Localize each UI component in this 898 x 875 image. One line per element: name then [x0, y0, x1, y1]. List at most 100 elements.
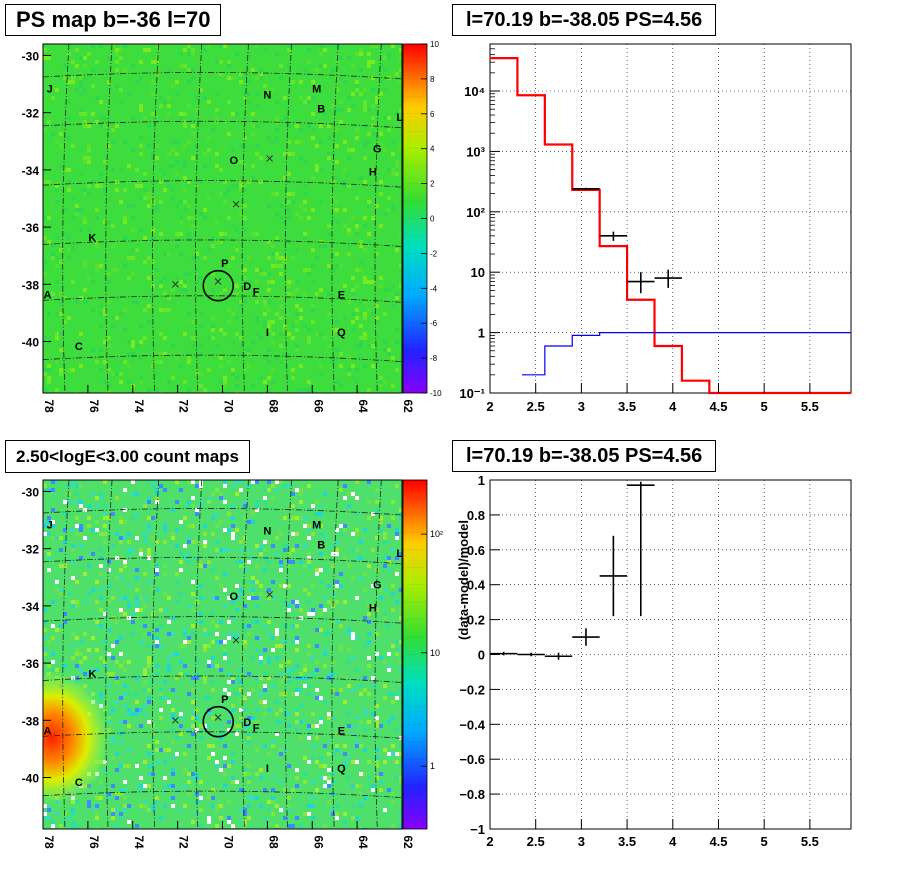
- colorbar-tick-label: 0: [430, 215, 435, 224]
- spectrum-title: l=70.19 b=-38.05 PS=4.56: [452, 4, 717, 36]
- count-colorbar: 10² 10 1: [402, 479, 443, 830]
- map-grid-parallel: [43, 790, 402, 799]
- source-label-K: K: [88, 232, 96, 244]
- x-tick-label: 2: [486, 399, 493, 414]
- map-x-tick-label: 66: [311, 399, 325, 413]
- x-tick-label: 5.5: [801, 399, 819, 414]
- y-tick-label: −0.4: [459, 717, 485, 732]
- map-grid-parallel: [43, 180, 402, 188]
- source-label-C: C: [75, 777, 83, 789]
- map-grid-parallel: [43, 295, 402, 303]
- map-grid-parallel: [43, 120, 402, 129]
- map-grid-parallel: [43, 731, 402, 739]
- x-tick-label: 5: [761, 399, 768, 414]
- colorbar-tick-label: 2: [430, 180, 435, 189]
- residual-ylabel: (data-model)/model: [456, 520, 471, 640]
- map-x-tick-label: 76: [87, 399, 101, 413]
- source-cross-marker: [232, 200, 240, 208]
- map-x-tick-label: 70: [222, 399, 236, 413]
- y-tick-label: 0.4: [467, 578, 486, 593]
- residual-series: [490, 481, 655, 660]
- colorbar-tick-label: 6: [430, 110, 435, 119]
- count-map-panel: 10² 10 1 -30 -32 -34 -36 -38 -40 78 76 74 72 70 68 66 6…: [22, 479, 443, 849]
- ps-map-coordinate-grid: [43, 44, 402, 393]
- source-label-I: I: [266, 763, 269, 775]
- spectrum-plot: 2 2.5 3 3.5 4 4.5 5 5.5 10⁻¹ 1 10 10² 10³ 10⁴: [459, 43, 852, 414]
- y-tick-label: −1: [470, 822, 485, 837]
- x-tick-label: 4.5: [709, 834, 727, 849]
- colorbar-tick-label: -10: [430, 389, 442, 398]
- map-x-tick-label: 76: [87, 835, 101, 849]
- source-cross-marker: [266, 591, 273, 598]
- count-map-coordinate-grid: [43, 480, 402, 829]
- map-x-tick-label: 68: [266, 835, 280, 849]
- source-cross-marker: [172, 280, 179, 288]
- source-label-H: H: [369, 603, 377, 615]
- x-tick-label: 4.5: [709, 399, 727, 414]
- map-grid-meridian: [105, 480, 113, 829]
- map-x-tick-label: 68: [266, 399, 280, 413]
- y-tick-label: 10⁴: [464, 84, 485, 99]
- source-label-L: L: [396, 548, 403, 560]
- y-tick-label: −0.8: [459, 787, 485, 802]
- ps-map-title: PS map b=-36 l=70: [5, 4, 222, 36]
- map-x-tick-label: 64: [356, 399, 370, 413]
- source-cross-marker: [266, 155, 273, 162]
- map-grid-meridian: [62, 480, 70, 829]
- x-tick-label: 4: [669, 834, 677, 849]
- source-label-N: N: [263, 89, 271, 101]
- y-tick-label: 10²: [466, 205, 485, 220]
- source-label-K: K: [88, 668, 96, 680]
- colorbar-tick-label: -2: [430, 249, 438, 258]
- source-label-A: A: [44, 290, 52, 302]
- source-label-A: A: [44, 726, 52, 738]
- map-y-tick-label: -30: [22, 49, 40, 63]
- x-tick-label: 3: [578, 834, 585, 849]
- x-tick-label: 2: [486, 834, 493, 849]
- source-label-P: P: [221, 258, 228, 270]
- source-label-L: L: [396, 112, 403, 124]
- source-label-I: I: [266, 327, 269, 339]
- colorbar-tick-label: 10: [430, 648, 440, 658]
- x-tick-label: 3: [578, 399, 585, 414]
- source-label-O: O: [229, 591, 238, 603]
- source-label-C: C: [75, 341, 83, 353]
- y-tick-label: 1: [478, 473, 485, 488]
- y-tick-label: 0.6: [467, 543, 485, 558]
- map-x-tick-label: 78: [42, 399, 56, 413]
- y-tick-label: −0.6: [459, 752, 485, 767]
- map-grid-parallel: [43, 675, 402, 683]
- map-grid-meridian: [152, 480, 160, 829]
- source-label-P: P: [221, 694, 228, 706]
- map-grid-parallel: [43, 616, 402, 624]
- spectrum-grid: [489, 44, 851, 394]
- map-grid-parallel: [43, 508, 402, 516]
- source-label-D: D: [243, 717, 251, 729]
- map-x-tick-label: 72: [177, 399, 191, 413]
- residual-grid: [489, 479, 851, 830]
- residual-title: l=70.19 b=-38.05 PS=4.56: [452, 440, 717, 472]
- map-grid-parallel: [43, 556, 402, 565]
- colorbar-tick-label: -4: [430, 284, 438, 293]
- source-label-F: F: [253, 723, 260, 735]
- source-label-M: M: [312, 84, 321, 96]
- colorbar-tick-label: -8: [430, 354, 438, 363]
- count-map-sources: J N MB L GH O K P A D F E I Q C: [44, 520, 404, 789]
- y-tick-label: −0.2: [459, 682, 485, 697]
- model-background-step: [521, 332, 851, 376]
- map-grid-meridian: [241, 480, 249, 829]
- map-y-tick-label: -30: [22, 485, 40, 499]
- source-label-J: J: [47, 520, 53, 532]
- x-tick-label: 5: [761, 834, 768, 849]
- map-grid-meridian: [284, 480, 292, 829]
- source-label-B: B: [317, 540, 325, 552]
- target-circle: [202, 269, 235, 302]
- y-tick-label: 0.8: [467, 508, 485, 523]
- map-x-tick-label: 62: [401, 399, 415, 413]
- map-y-tick-label: -40: [22, 772, 40, 786]
- residual-plot: 2 2.5 3 3.5 4 4.5 5 5.5 1 0.8 0.6 0.4 0.2 0 −0.2 −0.4 −0…: [456, 473, 852, 849]
- map-x-tick-label: 70: [222, 835, 236, 849]
- source-label-Q: Q: [337, 327, 346, 339]
- source-label-E: E: [338, 726, 345, 738]
